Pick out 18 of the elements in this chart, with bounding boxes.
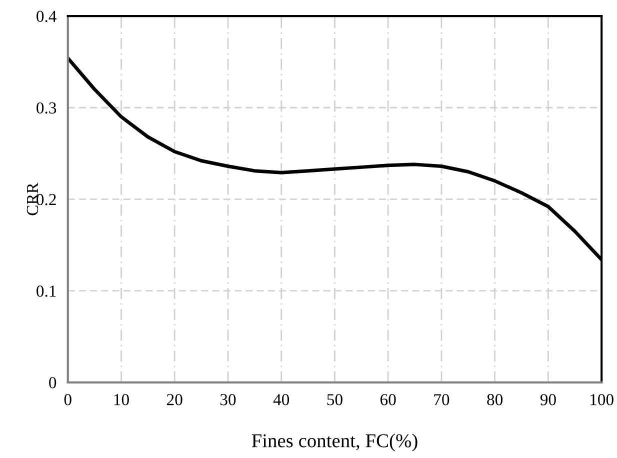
x-tick-label: 90 — [540, 394, 556, 406]
x-tick-label: 100 — [590, 394, 614, 406]
x-tick-label: 70 — [434, 394, 450, 406]
y-tick-label: 0.1 — [36, 286, 56, 297]
x-axis-title: Fines content, FC(%) — [252, 434, 418, 452]
x-tick-label: 0 — [64, 394, 72, 406]
y-tick-label: 0.3 — [36, 102, 56, 114]
x-tick-label: 80 — [487, 394, 503, 406]
y-tick-label: 0 — [49, 377, 56, 388]
x-tick-label: 50 — [327, 394, 342, 406]
x-tick-label: 60 — [380, 394, 396, 406]
x-tick-label: 20 — [167, 394, 182, 406]
x-tick-label: 40 — [273, 394, 290, 406]
x-tick-label: 10 — [114, 394, 129, 406]
x-tick-label: 30 — [220, 394, 236, 406]
y-tick-label: 0.4 — [36, 10, 56, 22]
y-tick-label: 0.2 — [36, 194, 56, 206]
y-axis-title: CRR — [26, 182, 38, 216]
